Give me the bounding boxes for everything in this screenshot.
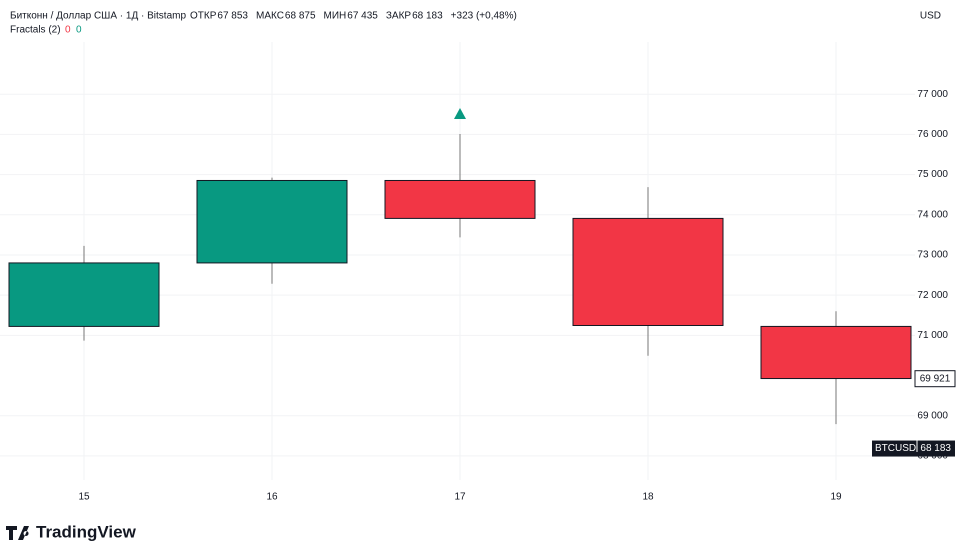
legend-value: 68 875 (285, 11, 316, 22)
candle-body (8, 262, 160, 327)
last-price-box (872, 440, 955, 457)
indicator-value: 0 (76, 25, 82, 36)
symbol-line: Битконн / Доллар США · 1Д · Bitstamp (10, 11, 186, 22)
y-tick-label: 69 000 (917, 410, 948, 421)
y-tick-label: 72 000 (917, 290, 948, 301)
legend-key: МАКС (256, 11, 284, 22)
y-tick-label: 77 000 (917, 89, 948, 100)
candle-body (572, 217, 724, 326)
price-label: 69 921 (920, 373, 951, 384)
brand-name: TradingView (36, 522, 137, 541)
last-price-value: 68 183 (920, 443, 951, 454)
y-tick-label: 71 000 (917, 330, 948, 341)
indicator-value: 0 (65, 25, 71, 36)
candle-body (384, 179, 536, 219)
last-price-name: BTCUSD (875, 443, 916, 454)
legend-value: 67 435 (347, 11, 378, 22)
candle-body (196, 179, 348, 264)
legend-key: ОТКР (190, 11, 217, 22)
candle-body (760, 325, 912, 380)
price-label-box (914, 370, 956, 388)
legend-value: 68 183 (412, 11, 443, 22)
x-tick-label: 17 (454, 492, 466, 503)
fractal-up (454, 108, 466, 120)
brand-logo: TradingView (6, 522, 137, 541)
legend-change: +323 (+0,48%) (451, 11, 517, 22)
legend-key: МИН (324, 11, 347, 22)
legend-key: ЗАКР (386, 11, 412, 22)
y-tick-label: 76 000 (917, 129, 948, 140)
x-tick-label: 18 (642, 492, 654, 503)
legend-value: 67 853 (217, 11, 248, 22)
indicator-name: Fractals (2) (10, 25, 61, 36)
y-tick-label: 73 000 (917, 250, 948, 261)
x-tick-label: 16 (266, 492, 278, 503)
x-tick-label: 19 (830, 492, 842, 503)
y-tick-label: 74 000 (917, 209, 948, 220)
currency: USD (920, 11, 941, 22)
y-tick-label: 75 000 (917, 169, 948, 180)
x-tick-label: 15 (78, 492, 90, 503)
